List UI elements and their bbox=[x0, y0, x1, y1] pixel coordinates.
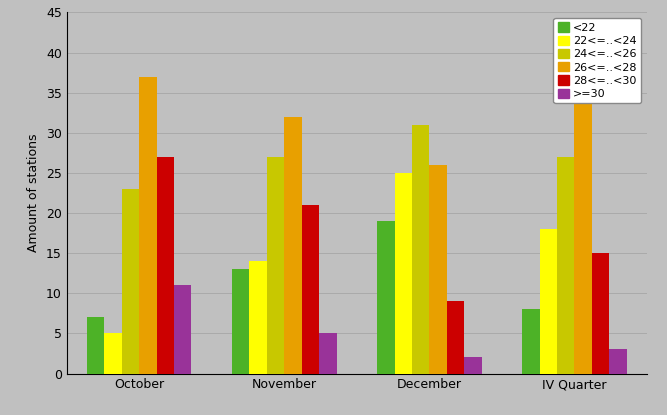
Bar bbox=[377, 221, 395, 374]
Bar bbox=[87, 317, 105, 374]
Bar bbox=[574, 44, 592, 374]
Bar bbox=[319, 333, 337, 374]
Bar bbox=[609, 349, 627, 374]
Bar bbox=[105, 333, 122, 374]
Bar bbox=[139, 77, 157, 374]
Bar bbox=[412, 125, 430, 374]
Bar bbox=[540, 229, 557, 374]
Bar bbox=[592, 253, 609, 374]
Bar bbox=[232, 269, 249, 374]
Legend: <22, 22<=..<24, 24<=..<26, 26<=..<28, 28<=..<30, >=30: <22, 22<=..<24, 24<=..<26, 26<=..<28, 28… bbox=[554, 18, 642, 103]
Bar bbox=[122, 189, 139, 374]
Bar bbox=[464, 357, 482, 374]
Bar bbox=[157, 157, 174, 374]
Bar bbox=[395, 173, 412, 374]
Bar bbox=[249, 261, 267, 374]
Bar bbox=[174, 285, 191, 374]
Bar bbox=[447, 301, 464, 374]
Bar bbox=[522, 309, 540, 374]
Y-axis label: Amount of stations: Amount of stations bbox=[27, 134, 41, 252]
Bar bbox=[430, 165, 447, 374]
Bar bbox=[301, 205, 319, 374]
Bar bbox=[557, 157, 574, 374]
Bar bbox=[267, 157, 284, 374]
Bar bbox=[284, 117, 301, 374]
